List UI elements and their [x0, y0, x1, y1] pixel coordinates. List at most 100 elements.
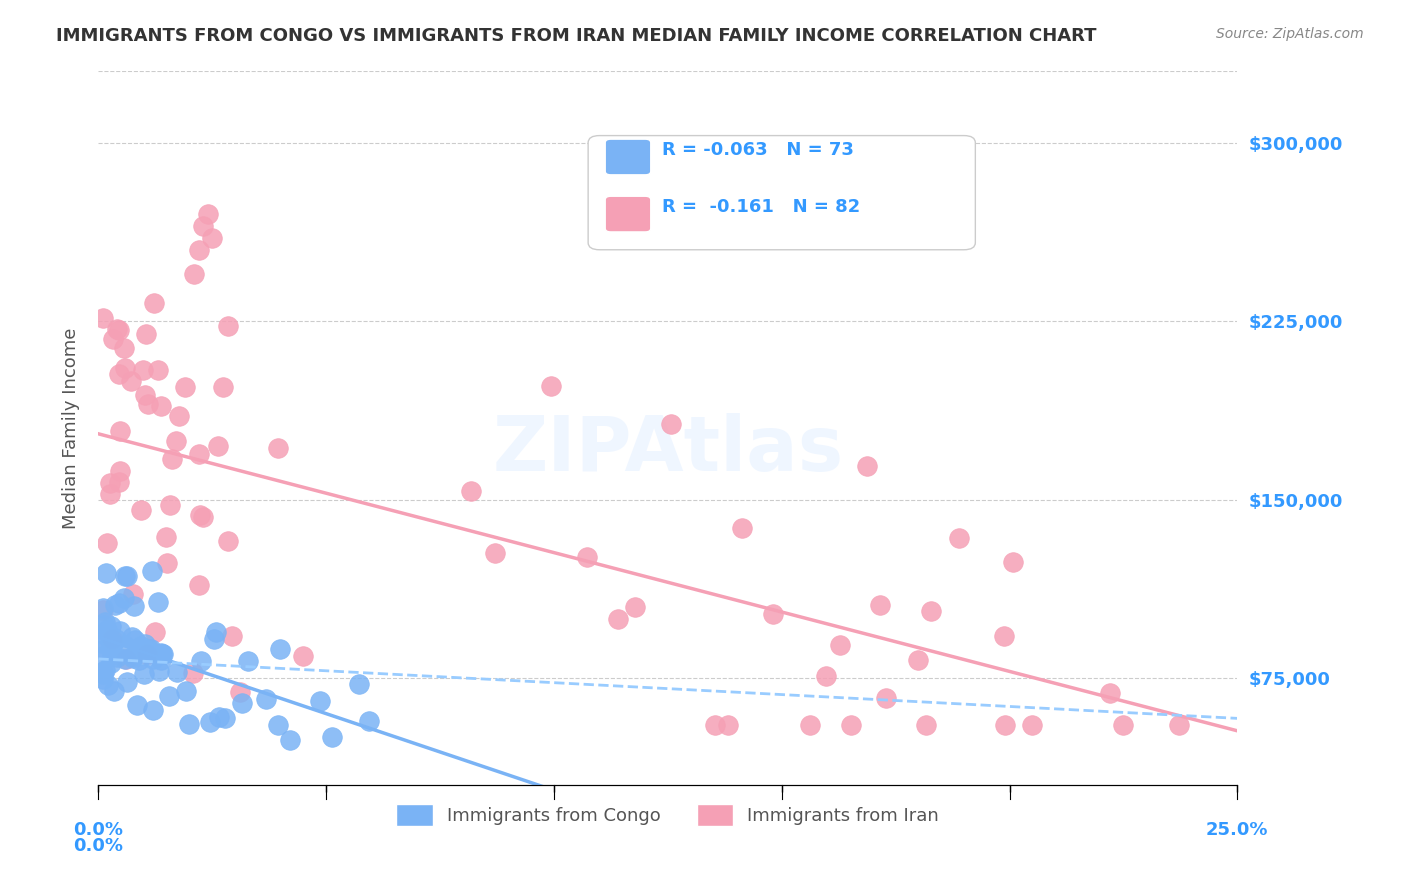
Point [138, 644, 160, 658]
Point [993, 629, 1015, 643]
Point [91, 603, 114, 617]
Point [201, 231, 224, 245]
Point [105, 632, 128, 647]
Text: IMMIGRANTS FROM CONGO VS IMMIGRANTS FROM IRAN MEDIAN FAMILY INCOME CORRELATION C: IMMIGRANTS FROM CONGO VS IMMIGRANTS FROM… [56, 27, 1097, 45]
FancyBboxPatch shape [588, 136, 976, 250]
Point [659, 417, 682, 432]
Point [828, 638, 851, 652]
Point [98, 487, 121, 501]
Point [141, 564, 163, 578]
Point [183, 666, 205, 681]
Point [148, 664, 170, 678]
Text: 0.0%: 0.0% [73, 838, 124, 855]
Point [291, 648, 314, 663]
Point [202, 632, 225, 647]
Point [101, 636, 124, 650]
Point [191, 509, 214, 524]
Point [108, 464, 131, 478]
Point [104, 598, 127, 612]
Point [920, 604, 942, 618]
Point [762, 607, 785, 622]
Point [187, 577, 209, 591]
Point [94, 663, 117, 677]
Point [198, 714, 221, 729]
Point [134, 638, 156, 652]
Point [134, 388, 156, 402]
Point [108, 425, 131, 439]
Point [157, 689, 180, 703]
Point [100, 475, 122, 490]
Point [105, 650, 128, 665]
Point [142, 702, 165, 716]
Point [204, 625, 226, 640]
Point [129, 503, 152, 517]
Point [717, 718, 740, 732]
Point [114, 640, 136, 654]
FancyBboxPatch shape [605, 139, 651, 175]
FancyBboxPatch shape [605, 196, 651, 232]
Point [112, 341, 135, 355]
Point [150, 653, 173, 667]
Point [114, 651, 136, 665]
Point [149, 400, 172, 414]
Point [179, 717, 201, 731]
Point [124, 599, 146, 613]
Point [96, 536, 118, 550]
Point [146, 595, 169, 609]
Point [309, 694, 332, 708]
Text: Source: ZipAtlas.com: Source: ZipAtlas.com [1216, 27, 1364, 41]
Point [1099, 686, 1122, 700]
Point [731, 521, 754, 535]
Point [122, 649, 145, 664]
Point [93, 618, 115, 632]
Text: R =  -0.161   N = 82: R = -0.161 N = 82 [662, 198, 860, 216]
Y-axis label: Median Family Income: Median Family Income [62, 327, 80, 529]
Point [132, 666, 155, 681]
Point [167, 409, 190, 423]
Point [212, 380, 235, 394]
Point [101, 648, 124, 663]
Legend: Immigrants from Congo, Immigrants from Iran: Immigrants from Congo, Immigrants from I… [389, 797, 946, 833]
Point [267, 441, 290, 455]
Point [190, 508, 212, 523]
Point [120, 374, 142, 388]
Point [278, 732, 301, 747]
Point [129, 639, 152, 653]
Point [606, 612, 628, 626]
Point [134, 327, 156, 342]
Point [856, 458, 879, 473]
Point [915, 718, 938, 732]
Text: R = -0.063   N = 73: R = -0.063 N = 73 [662, 141, 853, 159]
Point [460, 484, 482, 499]
Point [540, 379, 562, 393]
Point [91, 311, 114, 326]
Point [91, 665, 114, 679]
Point [132, 362, 155, 376]
Point [122, 650, 145, 665]
Point [105, 321, 128, 335]
Point [839, 718, 862, 732]
Point [100, 619, 122, 633]
Text: 25.0%: 25.0% [1206, 821, 1268, 838]
Point [100, 657, 122, 671]
Point [96, 624, 118, 638]
Point [214, 711, 236, 725]
Point [108, 596, 131, 610]
Point [128, 653, 150, 667]
Point [269, 641, 291, 656]
Point [100, 640, 122, 654]
Point [703, 718, 725, 732]
Point [101, 632, 124, 646]
Point [221, 629, 243, 643]
Point [875, 691, 897, 706]
Point [347, 677, 370, 691]
Point [576, 550, 599, 565]
Point [197, 207, 219, 221]
Point [321, 731, 343, 745]
Point [101, 332, 124, 346]
Point [96, 566, 118, 580]
Point [948, 531, 970, 545]
Point [165, 434, 187, 448]
Point [150, 647, 173, 661]
Point [115, 569, 138, 583]
